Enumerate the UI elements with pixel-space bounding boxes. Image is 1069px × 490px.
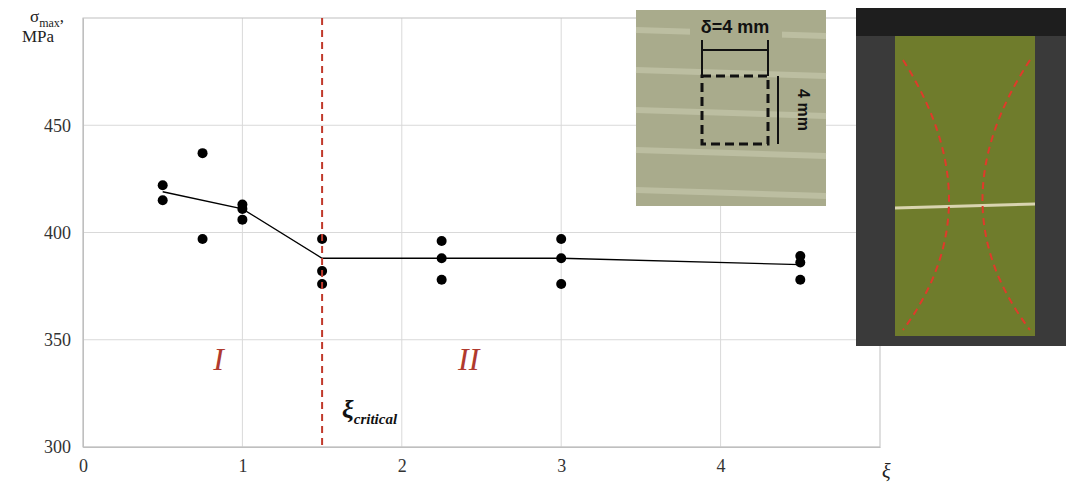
photo-curve	[903, 60, 949, 330]
critical-label: ξcritical	[342, 395, 398, 427]
x-axis-title: ξ	[882, 460, 891, 482]
data-point	[198, 234, 208, 244]
tick: 4	[717, 447, 726, 476]
data-point	[437, 275, 447, 285]
tick-label: 3	[557, 456, 566, 476]
grid-line-x	[242, 18, 243, 447]
data-point	[437, 236, 447, 246]
inset-bg	[636, 10, 826, 206]
y-axis-title: σmax, MPa	[22, 7, 68, 46]
axis-line	[84, 447, 881, 448]
photo-curve	[983, 60, 1031, 330]
inset-texture	[636, 190, 826, 196]
tick-label: 1	[238, 456, 247, 476]
tick: 1	[238, 447, 247, 476]
inset-label-bg	[690, 14, 782, 38]
data-point	[198, 148, 208, 158]
grid-line-x	[401, 18, 402, 447]
region-label: I	[212, 341, 225, 377]
y-axis: 300 350 400 450	[44, 19, 84, 458]
photo-specimen	[895, 36, 1035, 336]
tick-label: 0	[79, 456, 88, 476]
data-point	[556, 234, 566, 244]
inset-tick	[767, 40, 769, 76]
data-point	[795, 258, 805, 268]
data-point	[158, 180, 168, 190]
tick: 350	[44, 330, 83, 350]
chart: 01234300350400450σmax, MPaξξcriticalIIIδ…	[0, 0, 1069, 490]
tick: 2	[398, 447, 407, 476]
inset-label: 4 mm	[795, 89, 812, 131]
tick: 400	[44, 223, 83, 243]
tick-label: 4	[717, 456, 726, 476]
tick: 3	[557, 447, 566, 476]
tick: 300	[44, 437, 83, 457]
inset-photo: δ=4 mm 4 mm	[636, 10, 826, 206]
tick-label: 2	[398, 456, 407, 476]
photo-bg	[856, 8, 1066, 346]
data-point	[158, 195, 168, 205]
photo-crack	[895, 204, 1035, 208]
axis-line	[83, 19, 84, 448]
inset-label: δ=4 mm	[701, 17, 769, 37]
tick-label: 350	[44, 330, 71, 350]
specimen-photo	[856, 8, 1066, 346]
tick-label: 400	[44, 223, 71, 243]
region-label: II	[457, 341, 481, 377]
grid-line-y	[83, 339, 880, 340]
x-axis: 0 1 2 3 4	[79, 447, 881, 476]
tick: 0	[79, 447, 88, 476]
inset-arrow-v	[777, 76, 779, 144]
tick: 450	[44, 116, 83, 136]
critical-line	[321, 18, 323, 447]
grid-line-y	[83, 232, 880, 233]
photo-grip	[856, 8, 1066, 36]
tick-label: 300	[44, 437, 71, 457]
inset-tick	[701, 40, 703, 76]
data-point	[556, 279, 566, 289]
data-point	[237, 215, 247, 225]
inset-texture	[636, 150, 826, 156]
data-point	[795, 275, 805, 285]
inset-square	[702, 76, 768, 144]
tick-label: 450	[44, 116, 71, 136]
inset-arrow	[702, 49, 768, 51]
grid-line-x	[561, 18, 562, 447]
